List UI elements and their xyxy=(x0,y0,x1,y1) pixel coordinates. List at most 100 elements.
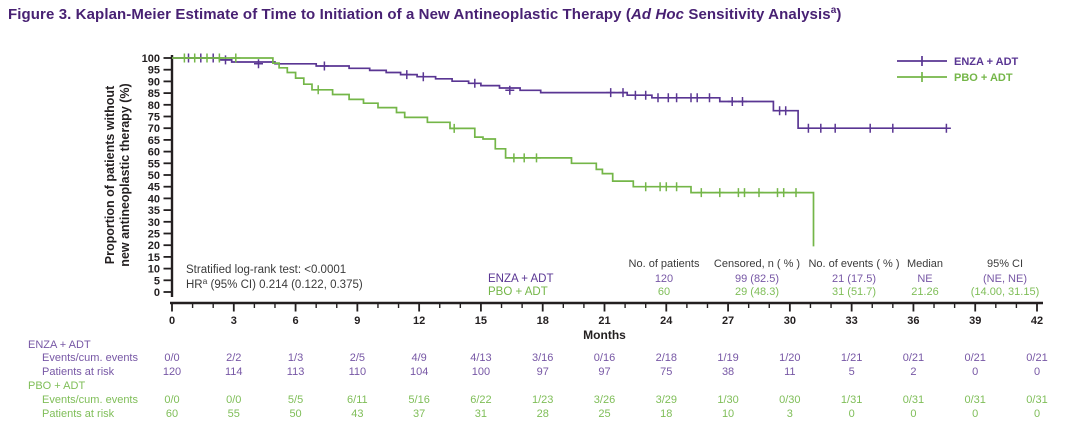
risk-cell: 0 xyxy=(1033,366,1041,378)
summary-value: 99 (82.5) xyxy=(735,273,779,285)
risk-cell: 3 xyxy=(786,407,793,420)
censor-mark xyxy=(505,85,515,95)
figure-title-superscript: a xyxy=(830,5,837,16)
risk-cell: 60 xyxy=(165,407,179,420)
censor-mark xyxy=(254,59,263,69)
risk-cell: 2/18 xyxy=(655,352,677,364)
y-tick-label: 45 xyxy=(148,182,160,194)
censor-mark xyxy=(781,106,791,116)
risk-cell: 120 xyxy=(162,366,182,378)
x-tick-label: 33 xyxy=(846,315,858,327)
x-tick-label: 0 xyxy=(169,315,175,327)
legend-label: ENZA + ADT xyxy=(954,56,1019,68)
risk-cell: 0/0 xyxy=(164,352,180,364)
summary-value: 21.26 xyxy=(911,286,939,298)
x-tick-label: 6 xyxy=(293,315,299,327)
y-tick-label: 40 xyxy=(148,193,160,205)
y-tick-label: 65 xyxy=(148,135,160,147)
y-axis-title-line: new antineoplastic therapy (%) xyxy=(118,83,132,266)
y-tick-label: 25 xyxy=(148,229,160,241)
censor-mark xyxy=(606,88,616,98)
censor-mark xyxy=(313,85,323,95)
censor-mark xyxy=(402,70,412,80)
risk-cell: 18 xyxy=(660,407,673,420)
censor-mark xyxy=(618,88,628,98)
y-tick-label: 35 xyxy=(148,205,160,217)
risk-cell: 0 xyxy=(910,407,917,420)
censor-mark xyxy=(727,97,737,106)
censor-mark xyxy=(672,182,682,192)
risk-cell: 4/9 xyxy=(411,352,427,364)
censor-mark xyxy=(470,78,480,88)
stat-logrank: Stratified log-rank test: <0.0001 xyxy=(186,264,346,276)
risk-cell: 5/5 xyxy=(287,393,304,406)
summary-header: Median xyxy=(907,258,943,270)
summary-header: Censored, n ( % ) xyxy=(714,258,800,270)
x-tick-label: 3 xyxy=(231,315,237,327)
censor-mark xyxy=(816,123,826,133)
censor-mark xyxy=(754,188,764,198)
legend-label: PBO + ADT xyxy=(954,72,1013,84)
risk-cell: 75 xyxy=(660,366,673,378)
censor-mark xyxy=(791,188,801,198)
figure-title-close: ) xyxy=(836,6,842,23)
risk-cell: 2 xyxy=(910,366,917,378)
risk-cell: 0/16 xyxy=(593,352,616,364)
y-tick-label: 0 xyxy=(154,287,160,299)
summary-value: 31 (51.7) xyxy=(832,286,876,298)
y-tick-label: 85 xyxy=(148,88,160,100)
censor-mark xyxy=(653,93,663,103)
risk-cell: 1/19 xyxy=(717,352,739,364)
x-tick-label: 42 xyxy=(1031,315,1043,327)
km-chart: 0510152025303540455055606570758085909510… xyxy=(103,53,1043,342)
summary-group-label: ENZA + ADT xyxy=(488,273,554,285)
y-tick-label: 50 xyxy=(148,170,160,182)
risk-cell: 100 xyxy=(471,366,491,378)
x-axis-title: Months xyxy=(583,328,626,342)
risk-cell: 114 xyxy=(225,366,243,378)
censor-mark xyxy=(532,153,541,163)
summary-value: NE xyxy=(917,273,932,285)
risk-cell: 0 xyxy=(972,407,979,420)
x-tick-label: 9 xyxy=(354,315,360,327)
risk-cell: 1/3 xyxy=(287,352,304,364)
censor-mark xyxy=(830,123,840,133)
y-tick-label: 20 xyxy=(148,240,160,252)
x-tick-label: 18 xyxy=(537,315,549,327)
km-curve-enza-adt xyxy=(172,57,947,130)
y-tick-label: 5 xyxy=(154,275,160,287)
risk-cell: 3/16 xyxy=(531,352,554,364)
risk-cell: 4/13 xyxy=(470,352,492,364)
risk-cell: 104 xyxy=(409,366,429,378)
risk-cell: 0 xyxy=(972,366,979,378)
risk-cell: 0/30 xyxy=(779,393,801,406)
summary-value: (14.00, 31.15) xyxy=(971,286,1040,298)
risk-cell: 10 xyxy=(721,407,735,420)
censor-mark xyxy=(418,72,428,82)
censor-mark xyxy=(661,182,671,192)
y-tick-label: 70 xyxy=(148,123,160,135)
risk-row-label: Patients at risk xyxy=(42,366,115,378)
figure-title-italic: Ad Hoc xyxy=(630,6,685,23)
risk-cell: 0/31 xyxy=(902,393,925,406)
censor-mark xyxy=(509,153,519,163)
summary-group-label: PBO + ADT xyxy=(488,286,548,298)
risk-cell: 3/26 xyxy=(593,393,616,406)
risk-cell: 97 xyxy=(598,366,611,378)
summary-header: No. of events ( % ) xyxy=(808,258,899,270)
risk-cell: 6/11 xyxy=(347,393,368,406)
summary-header: No. of patients xyxy=(629,258,700,270)
risk-cell: 1/20 xyxy=(779,352,801,364)
risk-cell: 2/5 xyxy=(349,352,365,364)
y-tick-label: 55 xyxy=(148,158,160,170)
risk-cell: 0/21 xyxy=(1026,352,1048,364)
y-tick-label: 10 xyxy=(148,264,160,276)
risk-cell: 0 xyxy=(848,407,855,420)
risk-row-label: Events/cum. events xyxy=(42,352,138,364)
censor-mark xyxy=(803,123,813,133)
censor-mark xyxy=(738,97,747,106)
risk-cell: 0/31 xyxy=(1026,393,1048,406)
censor-mark xyxy=(779,188,789,198)
y-tick-label: 90 xyxy=(148,76,160,88)
